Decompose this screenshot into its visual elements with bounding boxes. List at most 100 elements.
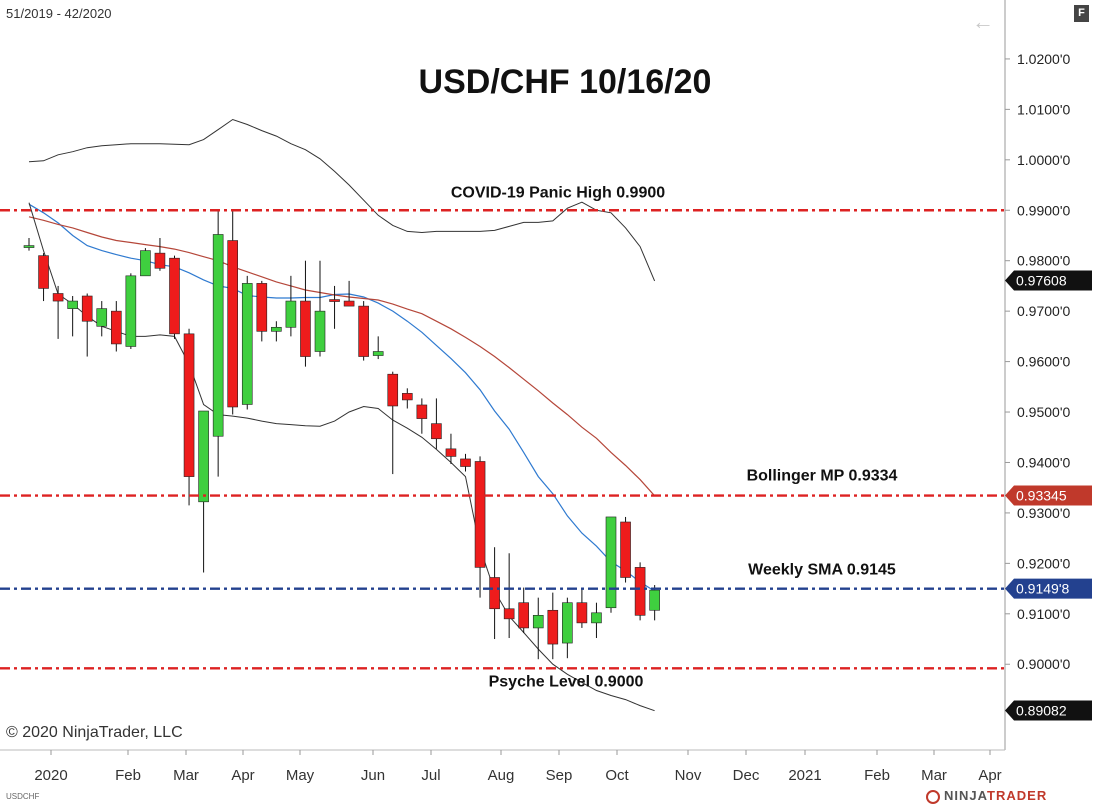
x-tick-label: Mar xyxy=(173,767,199,784)
menu-f-icon[interactable]: F xyxy=(1074,5,1089,22)
candle-body xyxy=(256,283,268,332)
price-label-box xyxy=(1005,485,1092,506)
candle xyxy=(111,301,122,352)
candle xyxy=(416,398,428,434)
candle-body xyxy=(300,300,311,357)
x-tick-label: Jun xyxy=(361,767,385,784)
y-tick-label: 1.0100'0 xyxy=(1017,101,1070,117)
candle-body xyxy=(52,293,64,302)
candle xyxy=(140,248,151,277)
candle-body xyxy=(445,448,457,457)
x-tick-label: May xyxy=(286,767,315,784)
x-tick-label: Apr xyxy=(978,767,1001,784)
price-label-box xyxy=(1005,270,1092,291)
x-tick-label: Sep xyxy=(546,767,573,784)
price-label-text: 0.97608 xyxy=(1016,272,1067,288)
x-tick-label: 2021 xyxy=(788,767,821,784)
price-label: 0.97608 xyxy=(1005,270,1092,291)
y-tick-label: 0.9900'0 xyxy=(1017,202,1070,218)
candle-body xyxy=(562,602,573,644)
y-tick-label: 1.0000'0 xyxy=(1017,152,1070,168)
candle xyxy=(503,553,515,639)
candle xyxy=(358,301,369,361)
candle xyxy=(96,301,108,337)
candle xyxy=(154,238,166,271)
series-line-sma xyxy=(28,203,655,592)
candle xyxy=(591,602,602,639)
candle-body xyxy=(285,300,297,328)
x-tick-label: Feb xyxy=(864,767,890,784)
candle-body xyxy=(23,245,35,248)
chart-title: USD/CHF 10/16/20 xyxy=(419,63,712,101)
candle xyxy=(183,328,195,506)
candle xyxy=(67,296,78,337)
candle-body xyxy=(343,300,355,307)
candle xyxy=(576,587,588,628)
candle xyxy=(387,371,399,475)
date-range-label: 51/2019 - 42/2020 xyxy=(6,6,112,21)
brand-suffix: TRADER xyxy=(987,788,1048,803)
price-label-box xyxy=(1005,578,1092,599)
candle xyxy=(605,516,617,613)
y-tick-label: 0.9400'0 xyxy=(1017,454,1070,470)
candle xyxy=(241,275,253,410)
candle-body xyxy=(431,423,442,440)
price-label-text: 0.89082 xyxy=(1016,703,1067,719)
candle xyxy=(198,410,209,573)
annotation-label: COVID-19 Panic High 0.9900 xyxy=(451,184,665,201)
candle-body xyxy=(649,589,660,611)
candle xyxy=(372,336,384,360)
x-tick-label: Mar xyxy=(921,767,947,784)
candle-body xyxy=(169,257,180,335)
candle-body xyxy=(358,305,369,357)
candle-body xyxy=(227,240,238,408)
candle-body xyxy=(605,516,617,609)
candle-body xyxy=(241,283,253,405)
candle xyxy=(285,275,297,337)
candle xyxy=(300,260,311,367)
candle-body xyxy=(620,521,631,578)
candle xyxy=(649,585,660,621)
candle xyxy=(271,321,282,342)
y-tick-label: 0.9800'0 xyxy=(1017,253,1070,269)
candle xyxy=(401,388,413,409)
arrow-left-icon[interactable]: ← xyxy=(972,9,994,34)
x-tick-label: 2020 xyxy=(34,767,67,784)
candle-body xyxy=(416,404,428,419)
price-label-text: 0.9149'8 xyxy=(1016,581,1069,597)
candle xyxy=(23,238,35,251)
candle xyxy=(445,433,457,464)
candle-body xyxy=(532,615,544,629)
candle-body xyxy=(489,577,500,610)
candle xyxy=(474,456,486,598)
candle-body xyxy=(372,351,384,356)
candle xyxy=(431,398,442,449)
price-label: 0.89082 xyxy=(1005,700,1092,721)
series-line-upper-band xyxy=(28,118,656,282)
candle xyxy=(489,547,500,640)
y-tick-label: 0.9500'0 xyxy=(1017,404,1070,420)
candle-body xyxy=(547,609,559,645)
candle xyxy=(81,293,93,357)
y-tick-label: 0.9100'0 xyxy=(1017,606,1070,622)
candle-body xyxy=(503,608,515,620)
candle xyxy=(547,592,559,660)
candle xyxy=(460,453,471,472)
candle-body xyxy=(125,275,137,347)
candle-body xyxy=(198,410,209,503)
x-tick-label: Aug xyxy=(488,767,515,784)
price-label-text: 0.93345 xyxy=(1016,488,1067,504)
x-tick-label: Nov xyxy=(675,767,702,784)
candle xyxy=(52,285,64,339)
candle-body xyxy=(591,612,602,624)
candle xyxy=(125,273,137,349)
ninjatrader-logo-icon xyxy=(926,789,940,804)
x-tick-label: Feb xyxy=(115,767,141,784)
candle-body xyxy=(387,373,399,407)
price-label: 0.93345 xyxy=(1005,485,1092,506)
candle xyxy=(38,253,49,302)
y-tick-label: 0.9000'0 xyxy=(1017,656,1070,672)
annotation-label: Bollinger MP 0.9334 xyxy=(747,468,898,485)
x-tick-label: Dec xyxy=(733,767,760,784)
